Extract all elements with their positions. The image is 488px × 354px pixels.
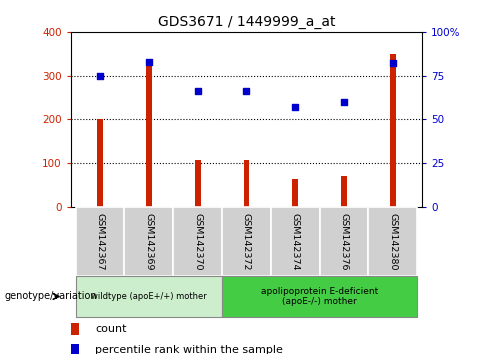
Text: GSM142370: GSM142370 [193, 213, 202, 270]
Text: wildtype (apoE+/+) mother: wildtype (apoE+/+) mother [91, 292, 207, 301]
Point [145, 59, 153, 64]
Bar [292, 179, 298, 207]
Text: count: count [95, 324, 127, 334]
Point [243, 88, 250, 94]
Text: apolipoprotein E-deficient
(apoE-/-) mother: apolipoprotein E-deficient (apoE-/-) mot… [261, 287, 378, 306]
FancyBboxPatch shape [222, 276, 417, 317]
FancyBboxPatch shape [124, 207, 173, 276]
Point [96, 73, 104, 79]
Text: genotype/variation: genotype/variation [5, 291, 98, 302]
Text: GSM142369: GSM142369 [144, 213, 153, 270]
Point [194, 88, 202, 94]
Text: GSM142367: GSM142367 [96, 213, 104, 270]
Bar [244, 160, 249, 207]
Bar [195, 160, 201, 207]
Text: percentile rank within the sample: percentile rank within the sample [95, 345, 283, 354]
Text: GSM142374: GSM142374 [291, 213, 300, 270]
FancyBboxPatch shape [76, 276, 222, 317]
Point [389, 61, 397, 66]
Bar [390, 54, 396, 207]
Text: GSM142376: GSM142376 [340, 213, 348, 270]
FancyBboxPatch shape [368, 207, 417, 276]
FancyBboxPatch shape [173, 207, 222, 276]
Bar [97, 120, 103, 207]
FancyBboxPatch shape [76, 207, 124, 276]
FancyBboxPatch shape [222, 207, 271, 276]
FancyBboxPatch shape [271, 207, 320, 276]
Point [291, 104, 299, 110]
Title: GDS3671 / 1449999_a_at: GDS3671 / 1449999_a_at [158, 16, 335, 29]
Bar [71, 323, 80, 335]
Bar [71, 344, 80, 354]
Text: GSM142380: GSM142380 [388, 213, 397, 270]
Bar [146, 65, 152, 207]
FancyBboxPatch shape [320, 207, 368, 276]
Text: GSM142372: GSM142372 [242, 213, 251, 270]
Bar [341, 176, 347, 207]
Point [340, 99, 348, 105]
